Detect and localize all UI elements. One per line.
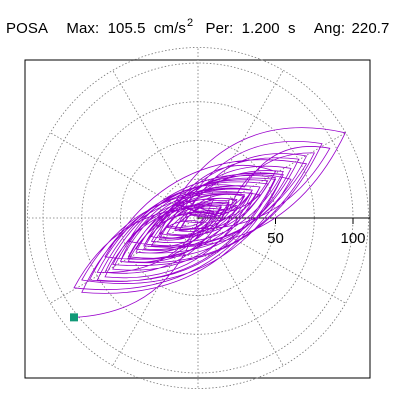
angle-value: 220.7 [351, 20, 390, 37]
start-marker [70, 313, 78, 322]
grid-spoke [112, 70, 199, 219]
station-code: POSA [6, 20, 49, 37]
max-label: Max: [66, 20, 100, 37]
plot-header: POSA Max: 105.5 cm/s2 Per: 1.200 s Ang: … [6, 17, 390, 40]
grid-spoke [50, 217, 199, 304]
period-value: 1.200 [241, 20, 280, 37]
max-unit-exponent: 2 [186, 17, 194, 29]
motion-trace-group [73, 127, 346, 318]
radial-tick-label: 50 [267, 230, 284, 247]
max-unit: cm/s [153, 20, 186, 37]
grid-spoke [197, 217, 284, 366]
grid-spoke [197, 217, 346, 304]
angle-label: Ang: [313, 20, 346, 37]
max-value: 105.5 [107, 20, 146, 37]
radial-tick-label: 100 [340, 230, 365, 247]
plot-frame [24, 59, 371, 379]
grid-spoke [50, 132, 199, 219]
period-label: Per: [205, 20, 234, 37]
motion-trace [73, 127, 346, 318]
marker-group [70, 313, 78, 322]
period-unit: s [288, 20, 296, 37]
grid-spoke [112, 217, 199, 366]
